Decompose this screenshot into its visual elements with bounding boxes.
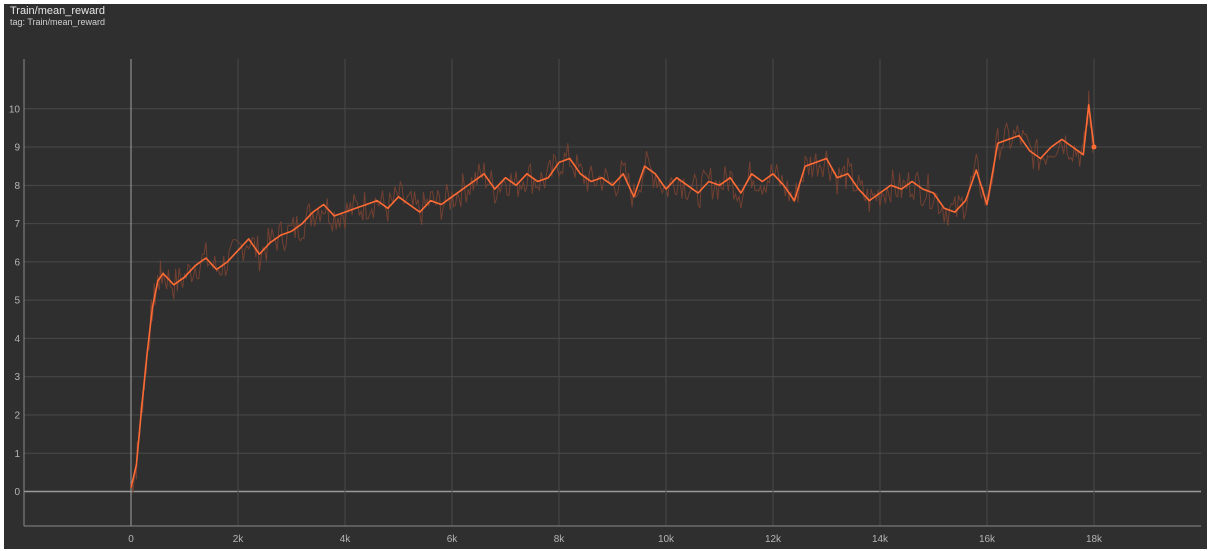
y-tick-label: 8 — [14, 181, 20, 192]
x-tick-label: 8k — [554, 534, 566, 545]
x-tick-label: 10k — [658, 534, 675, 545]
y-tick-label: 1 — [14, 449, 20, 460]
x-tick-label: 6k — [447, 534, 459, 545]
x-tick-label: 4k — [340, 534, 352, 545]
chart-panel: Train/mean_reward tag: Train/mean_reward… — [4, 4, 1207, 549]
y-tick-label: 7 — [14, 219, 20, 230]
y-tick-label: 4 — [14, 334, 20, 345]
chart-tag: tag: Train/mean_reward — [10, 17, 106, 27]
line-chart: 0 1 2 3 4 5 6 7 8 9 10 0 2k 4k 6k 8k 10k 12k 14k 16k 18k — [9, 59, 1201, 545]
y-tick-label: 5 — [14, 296, 20, 307]
raw-series-line — [130, 90, 1094, 494]
y-tick-label: 0 — [14, 487, 20, 498]
series-endpoint — [1091, 144, 1097, 150]
y-tick-label: 10 — [9, 104, 21, 115]
y-tick-label: 2 — [14, 410, 20, 421]
y-tick-label: 3 — [14, 372, 20, 383]
x-tick-label: 2k — [233, 534, 245, 545]
y-tick-label: 6 — [14, 257, 20, 268]
x-tick-label: 12k — [765, 534, 782, 545]
y-tick-label: 9 — [14, 143, 20, 154]
chart-header: Train/mean_reward tag: Train/mean_reward — [10, 5, 105, 28]
chart-title: Train/mean_reward — [10, 5, 105, 17]
x-tick-label: 14k — [872, 534, 889, 545]
x-tick-label: 0 — [128, 534, 134, 545]
smoothed-series-line — [130, 104, 1095, 488]
x-tick-label: 16k — [979, 534, 996, 545]
x-tick-label: 18k — [1086, 534, 1103, 545]
